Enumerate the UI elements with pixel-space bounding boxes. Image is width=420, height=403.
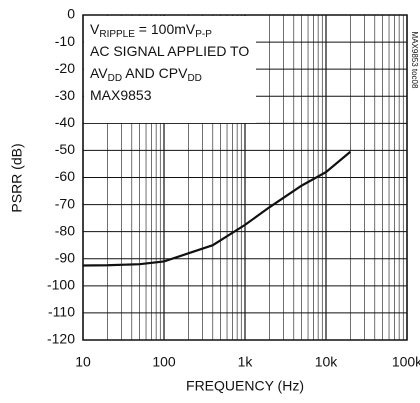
x-axis-title: FREQUENCY (Hz) xyxy=(186,378,304,394)
y-tick-label: -50 xyxy=(55,141,75,157)
y-tick-label: -90 xyxy=(55,249,75,265)
y-tick-label: -20 xyxy=(55,60,75,76)
y-tick-label: -30 xyxy=(55,87,75,103)
y-tick-label: -110 xyxy=(48,304,75,320)
annotation-text: V xyxy=(90,21,100,37)
annotation-subscript: P-P xyxy=(195,29,212,40)
annotation-line: MAX9853 xyxy=(90,87,152,103)
y-tick-label: 0 xyxy=(67,6,75,22)
y-tick-label: -10 xyxy=(55,33,75,49)
annotation-text: AV xyxy=(90,65,108,81)
annotation-text: AND CPV xyxy=(122,65,188,81)
annotation-text: = 100mV xyxy=(135,21,196,37)
annotation-text: MAX9853 xyxy=(90,87,152,103)
y-tick-label: -120 xyxy=(47,331,75,347)
x-tick-label: 10k xyxy=(315,354,339,370)
annotation-text: AC SIGNAL APPLIED TO xyxy=(90,43,249,59)
annotation-subscript: DD xyxy=(108,73,122,84)
annotation-subscript: RIPPLE xyxy=(99,29,135,40)
y-tick-label: -40 xyxy=(55,114,75,130)
annotation-line: AVDD AND CPVDD xyxy=(90,65,202,84)
data-line xyxy=(82,150,352,267)
annotation-line: VRIPPLE = 100mVP-P xyxy=(90,21,212,40)
x-tick-label: 100 xyxy=(152,354,176,370)
x-tick-label: 10 xyxy=(75,354,91,370)
y-tick-label: -60 xyxy=(55,168,75,184)
annotation-line: AC SIGNAL APPLIED TO xyxy=(90,43,249,59)
y-tick-label: -80 xyxy=(55,222,75,238)
side-note: MAX9853 toc08 xyxy=(410,32,419,89)
annotation-subscript: DD xyxy=(187,73,201,84)
x-tick-label: 100k xyxy=(392,354,420,370)
x-tick-label: 1k xyxy=(238,354,254,370)
y-tick-label: -100 xyxy=(47,277,75,293)
plot-frame xyxy=(82,14,408,341)
y-axis-title: PSRR (dB) xyxy=(9,143,25,212)
annotation-box xyxy=(84,16,256,123)
y-tick-label: -70 xyxy=(55,195,75,211)
